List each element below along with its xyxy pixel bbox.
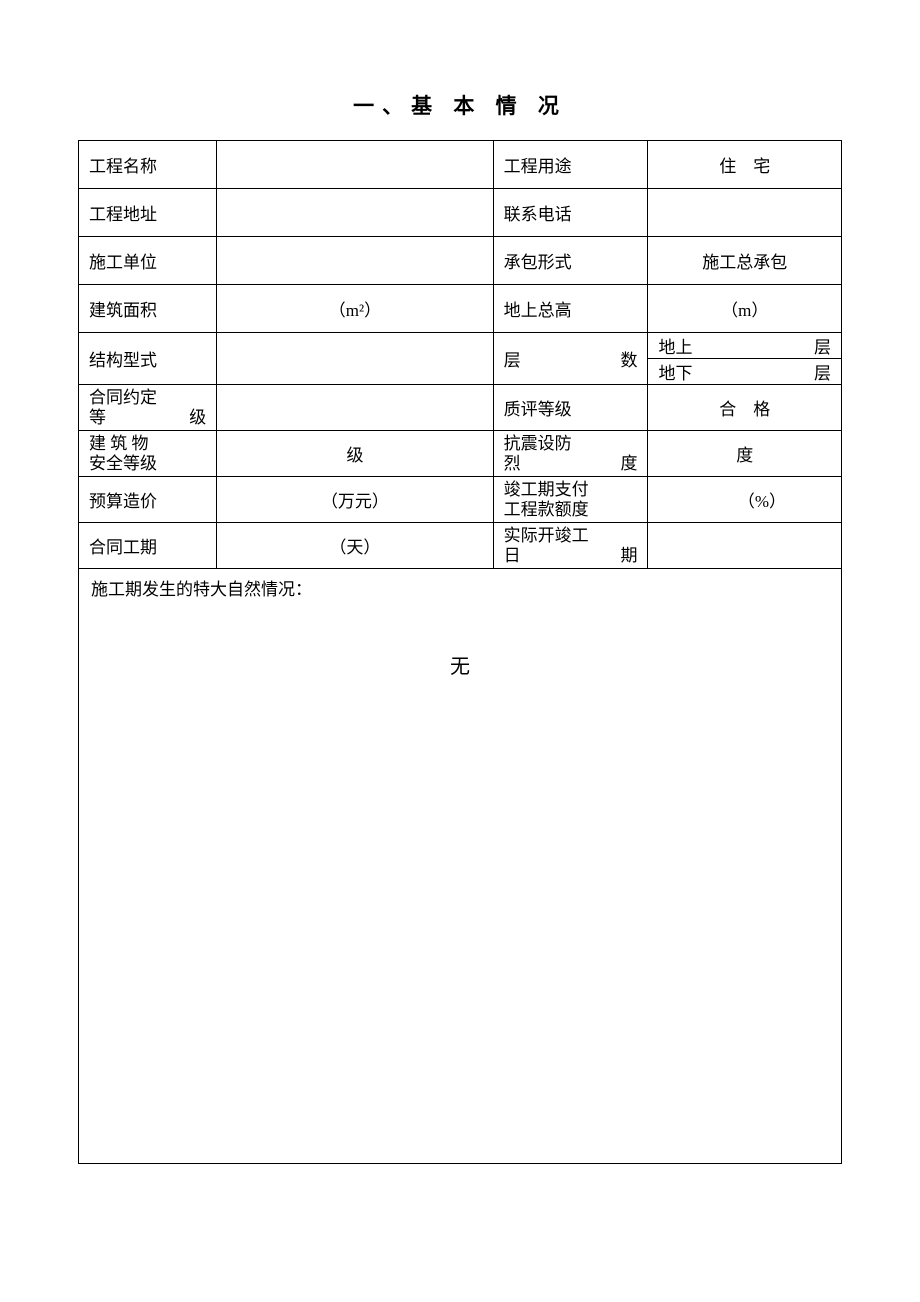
- label-building-area: 建筑面积: [79, 285, 217, 333]
- notes-title: 施工期发生的特大自然情况：: [91, 575, 829, 600]
- label-structure-type: 结构型式: [79, 333, 217, 385]
- label-contract-form: 承包形式: [493, 237, 648, 285]
- notes-section: 施工期发生的特大自然情况： 无: [78, 569, 842, 1164]
- label-quality-grade: 质评等级: [493, 385, 648, 431]
- value-contract-grade: [217, 385, 493, 431]
- value-contact-phone: [648, 189, 842, 237]
- table-row: 合同工期 （天） 实际开竣工 日 期: [79, 523, 842, 569]
- label-safety-grade-line2: 安全等级: [89, 454, 206, 474]
- label-contract-grade-line2b: 级: [189, 408, 206, 428]
- value-project-use: 住 宅: [648, 141, 842, 189]
- label-construction-unit: 施工单位: [79, 237, 217, 285]
- table-row: 工程地址 联系电话: [79, 189, 842, 237]
- table-row: 施工单位 承包形式 施工总承包: [79, 237, 842, 285]
- table-row: 工程名称 工程用途 住 宅: [79, 141, 842, 189]
- label-floors-b: 数: [620, 346, 637, 371]
- value-structure-type: [217, 333, 493, 385]
- label-project-name: 工程名称: [79, 141, 217, 189]
- label-seismic-line2a: 烈: [504, 454, 521, 474]
- floors-above-label: 地上: [658, 333, 692, 358]
- table-row: 结构型式 层 数 地上 层 地下 层: [79, 333, 842, 385]
- floors-below-label: 地下: [658, 359, 692, 384]
- label-contract-period: 合同工期: [79, 523, 217, 569]
- label-contact-phone: 联系电话: [493, 189, 648, 237]
- label-seismic: 抗震设防 烈 度: [493, 431, 648, 477]
- floors-below-unit: 层: [814, 359, 831, 384]
- table-row: 预算造价 （万元） 竣工期支付 工程款额度 （%）: [79, 477, 842, 523]
- label-actual-dates-line2b: 期: [620, 546, 637, 566]
- value-contract-form: 施工总承包: [648, 237, 842, 285]
- value-construction-unit: [217, 237, 493, 285]
- section-title: 一、基 本 情 况: [78, 90, 842, 120]
- label-contract-grade-line2a: 等: [89, 408, 106, 428]
- value-contract-period: （天）: [217, 523, 493, 569]
- value-building-area: （m²）: [217, 285, 493, 333]
- label-total-height: 地上总高: [493, 285, 648, 333]
- label-project-use: 工程用途: [493, 141, 648, 189]
- label-project-address: 工程地址: [79, 189, 217, 237]
- floors-above-unit: 层: [814, 333, 831, 358]
- label-safety-grade: 建 筑 物 安全等级: [79, 431, 217, 477]
- label-actual-dates-line1: 实际开竣工: [504, 526, 638, 546]
- table-row: 建筑面积 （m²） 地上总高 （m）: [79, 285, 842, 333]
- table-row: 建 筑 物 安全等级 级 抗震设防 烈 度 度: [79, 431, 842, 477]
- value-seismic: 度: [648, 431, 842, 477]
- label-actual-dates: 实际开竣工 日 期: [493, 523, 648, 569]
- label-floors-a: 层: [504, 346, 521, 371]
- value-safety-grade: 级: [217, 431, 493, 477]
- label-contract-grade-line1: 合同约定: [89, 388, 206, 408]
- value-quality-grade: 合 格: [648, 385, 842, 431]
- label-payment-line2: 工程款额度: [504, 500, 638, 520]
- label-safety-grade-line1: 建 筑 物: [89, 434, 206, 454]
- label-seismic-line1: 抗震设防: [504, 434, 638, 454]
- value-floors: 地上 层 地下 层: [648, 333, 842, 385]
- label-payment-line1: 竣工期支付: [504, 480, 638, 500]
- label-budget-cost: 预算造价: [79, 477, 217, 523]
- value-actual-dates: [648, 523, 842, 569]
- value-payment-completion: （%）: [648, 477, 842, 523]
- value-total-height: （m）: [648, 285, 842, 333]
- label-contract-grade: 合同约定 等 级: [79, 385, 217, 431]
- table-row: 合同约定 等 级 质评等级 合 格: [79, 385, 842, 431]
- label-actual-dates-line2a: 日: [504, 546, 521, 566]
- value-project-name: [217, 141, 493, 189]
- label-payment-completion: 竣工期支付 工程款额度: [493, 477, 648, 523]
- label-floors: 层 数: [493, 333, 648, 385]
- notes-content: 无: [91, 650, 829, 679]
- label-seismic-line2b: 度: [620, 454, 637, 474]
- basic-info-table: 工程名称 工程用途 住 宅 工程地址 联系电话 施工单位 承包形式 施工总承包 …: [78, 140, 842, 569]
- value-budget-cost: （万元）: [217, 477, 493, 523]
- value-project-address: [217, 189, 493, 237]
